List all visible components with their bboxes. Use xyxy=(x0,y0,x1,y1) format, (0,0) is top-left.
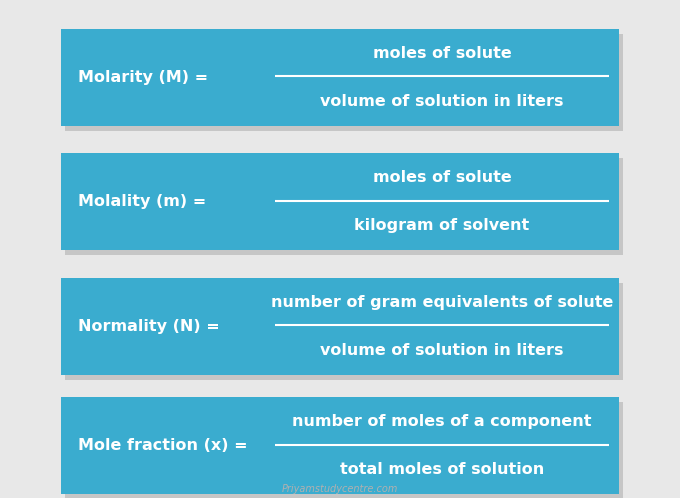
Text: volume of solution in liters: volume of solution in liters xyxy=(320,343,564,358)
Text: total moles of solution: total moles of solution xyxy=(340,462,544,477)
FancyBboxPatch shape xyxy=(61,397,619,494)
Text: Normality (N) =: Normality (N) = xyxy=(78,319,220,334)
Text: Molality (m) =: Molality (m) = xyxy=(78,194,207,209)
Text: Mole fraction (x) =: Mole fraction (x) = xyxy=(78,438,248,453)
FancyBboxPatch shape xyxy=(61,29,619,126)
Text: kilogram of solvent: kilogram of solvent xyxy=(354,218,530,233)
Text: Molarity (M) =: Molarity (M) = xyxy=(78,70,208,85)
FancyBboxPatch shape xyxy=(61,153,619,250)
Text: moles of solute: moles of solute xyxy=(373,170,511,185)
FancyBboxPatch shape xyxy=(65,283,623,380)
FancyBboxPatch shape xyxy=(61,277,619,375)
Text: moles of solute: moles of solute xyxy=(373,46,511,61)
Text: number of moles of a component: number of moles of a component xyxy=(292,414,592,429)
Text: number of gram equivalents of solute: number of gram equivalents of solute xyxy=(271,295,613,310)
FancyBboxPatch shape xyxy=(65,34,623,130)
FancyBboxPatch shape xyxy=(65,158,623,255)
FancyBboxPatch shape xyxy=(65,402,623,498)
Text: Priyamstudycentre.com: Priyamstudycentre.com xyxy=(282,484,398,494)
Text: volume of solution in liters: volume of solution in liters xyxy=(320,94,564,109)
